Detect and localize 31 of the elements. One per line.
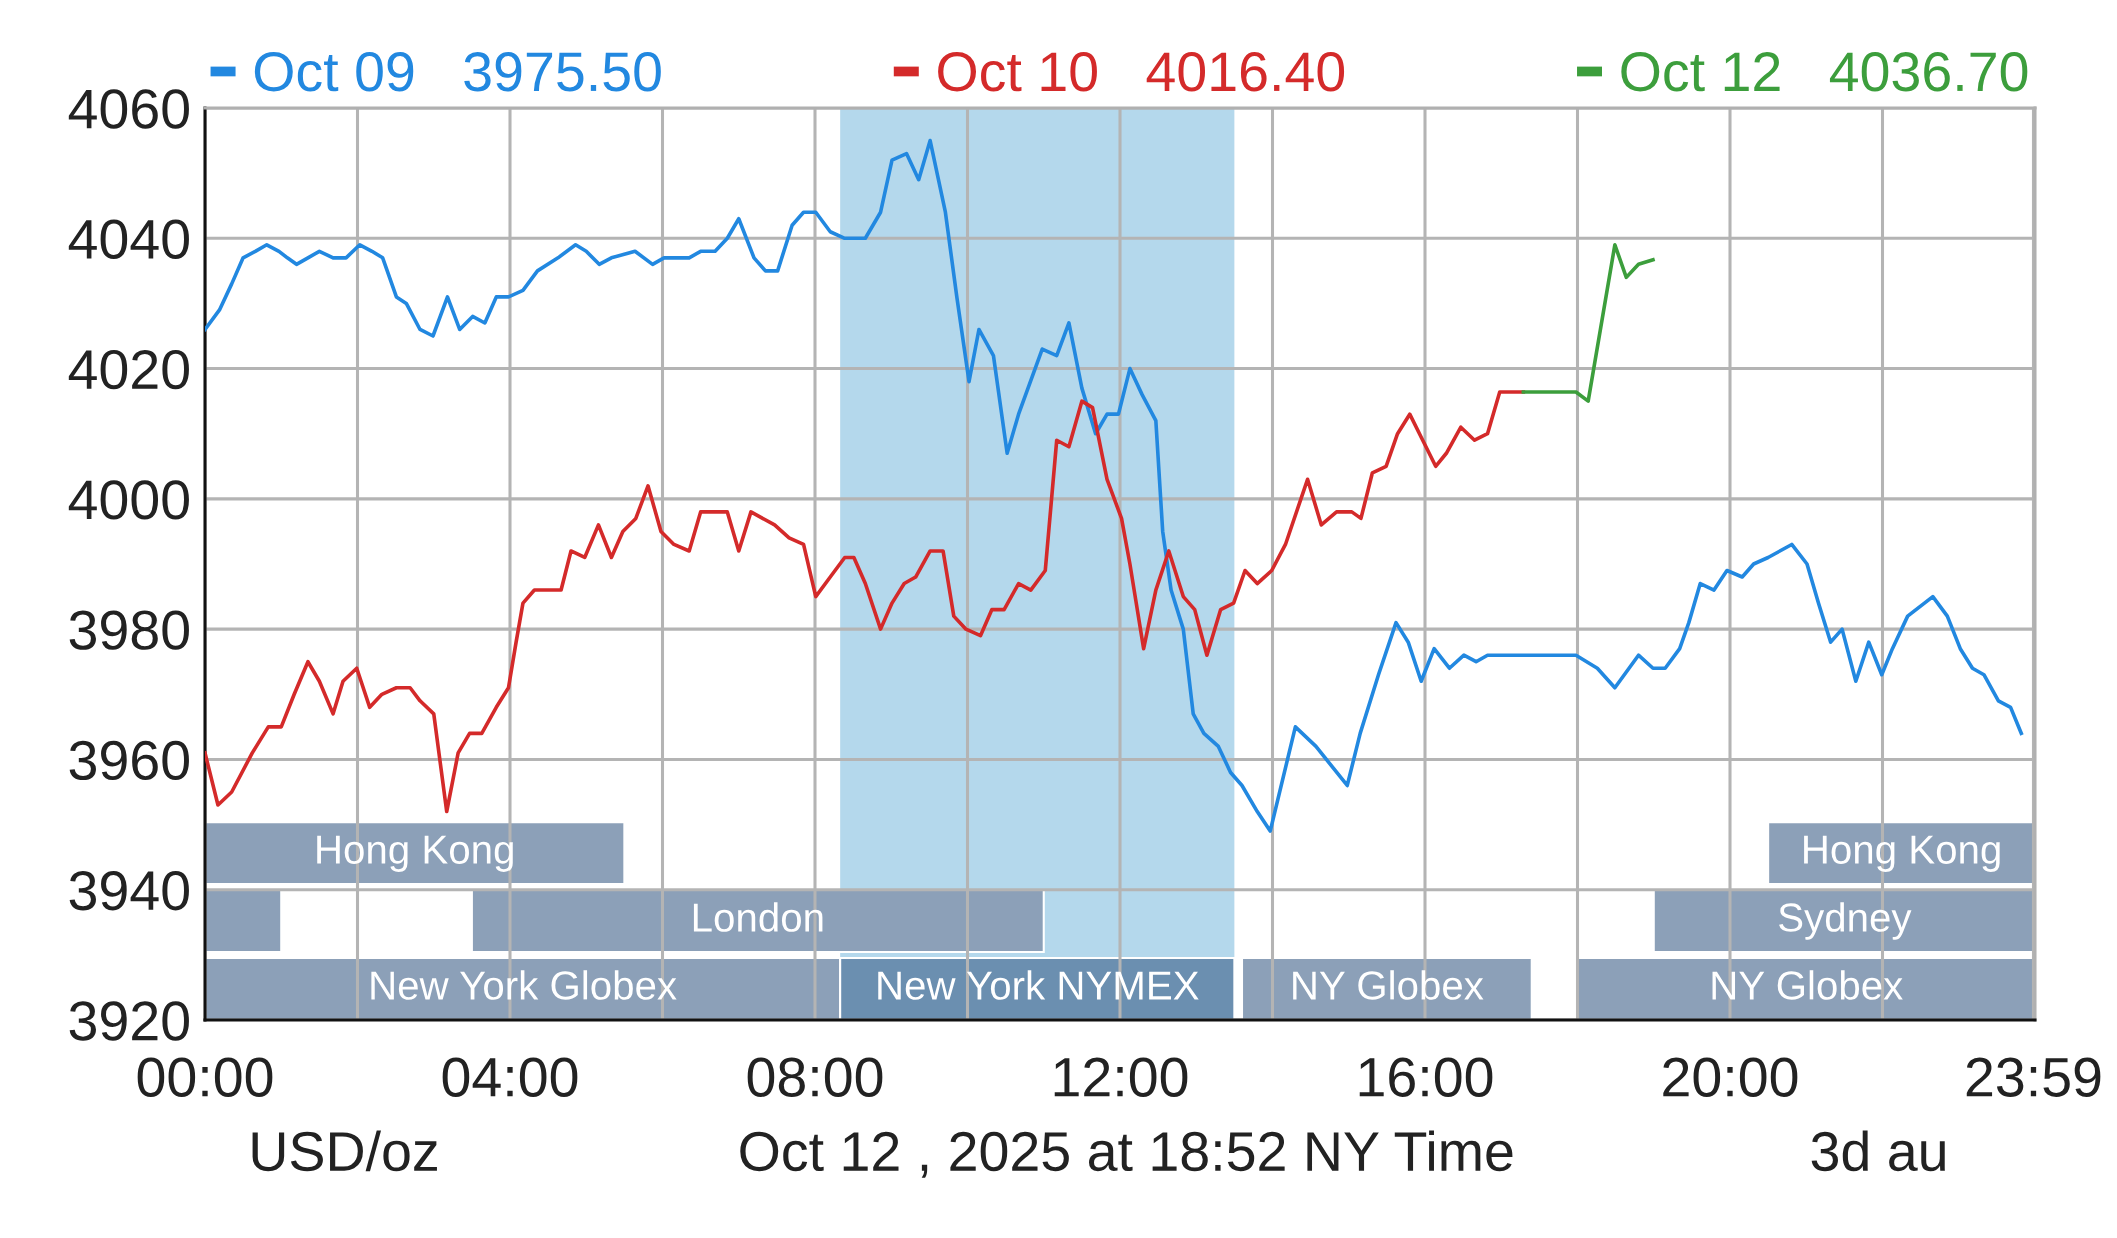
y-tick-label: 4060 <box>68 89 189 129</box>
legend-label: Oct 12 4036.70 <box>1621 52 2028 92</box>
y-tick-label: 3980 <box>69 610 189 650</box>
y-tick-label: 3960 <box>69 740 189 781</box>
line-series <box>205 138 2024 833</box>
y-tick-label: 3920 <box>69 1001 189 1041</box>
band-label: Sydney <box>1779 902 1912 940</box>
x-tick-label: 16:00 <box>1359 1057 1493 1097</box>
y-tick-label: 4040 <box>68 219 189 259</box>
band-label: New York Globex <box>371 970 677 1000</box>
text: 3d au <box>1811 1130 1945 1172</box>
band-label: NY Globex <box>1293 970 1484 1000</box>
y-tick-label: 3940 <box>69 871 189 911</box>
band-label: Hong Kong <box>317 835 513 872</box>
legend-label: Oct 09 3975.50 <box>254 52 661 92</box>
y-tick-label: 4020 <box>68 349 189 390</box>
x-tick-label: 20:00 <box>1663 1057 1798 1097</box>
line-series <box>1521 242 1655 403</box>
x-tick-label: 12:00 <box>1054 1057 1188 1097</box>
y-tick-label: 4000 <box>68 480 189 520</box>
band-label: NY Globex <box>1712 970 1903 1000</box>
x-tick-label: 04:00 <box>442 1057 578 1097</box>
x-axis-title: Oct 12 , 2025 at 18:52 NY Time <box>740 1130 1513 1178</box>
x-tick-label: 00:00 <box>137 1057 273 1097</box>
x-tick-label: 08:00 <box>747 1057 883 1097</box>
text: USD/oz <box>252 1130 437 1172</box>
x-tick-label: 23:59 <box>1966 1057 2101 1097</box>
band-label: Hong Kong <box>1804 835 2000 872</box>
band-label: London <box>693 902 823 932</box>
band-label: New York NYMEX <box>878 970 1199 1000</box>
legend-label: Oct 10 4016.40 <box>938 52 1345 92</box>
